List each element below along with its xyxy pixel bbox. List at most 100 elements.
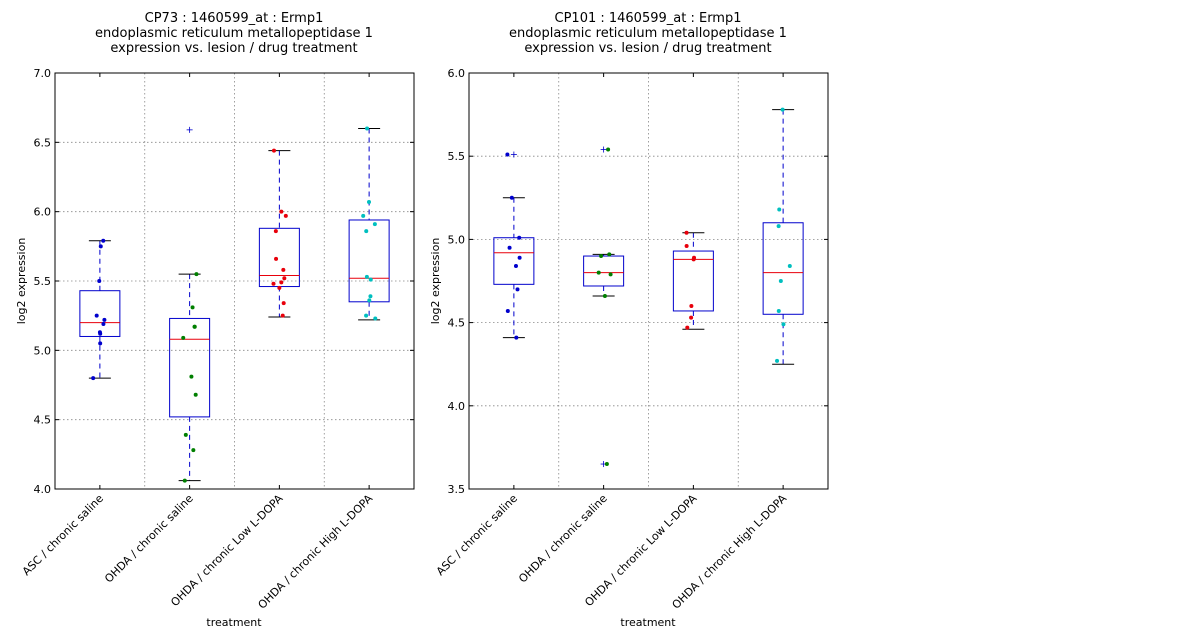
data-point <box>685 325 690 330</box>
y-tick-label: 5.0 <box>448 233 466 246</box>
data-point <box>607 252 612 257</box>
box <box>583 255 625 287</box>
data-point <box>102 317 107 322</box>
data-point <box>94 313 99 318</box>
data-point <box>189 374 194 379</box>
data-point <box>271 281 276 286</box>
data-point <box>599 254 604 259</box>
data-point <box>513 264 518 269</box>
data-point <box>101 321 106 326</box>
data-point <box>781 322 786 327</box>
data-point <box>192 324 197 329</box>
data-point <box>283 213 288 218</box>
data-point <box>509 195 514 200</box>
data-point <box>787 264 792 269</box>
data-point <box>604 462 609 467</box>
data-point <box>368 294 373 299</box>
chart-title-line-1: CP101 : 1460599_at : Ermp1 <box>555 11 742 26</box>
y-axis-label: log2 expression <box>15 238 28 325</box>
data-point <box>684 244 689 249</box>
data-point <box>282 276 287 281</box>
plot-area: 3.5 4.0 4.5 5.0 5.5 6.0 ASC / chronic salineOH… <box>434 67 829 612</box>
data-point <box>98 331 103 336</box>
box <box>493 237 535 285</box>
x-axis-label: treatment <box>620 616 676 629</box>
data-point <box>602 293 607 298</box>
data-point <box>776 308 781 313</box>
data-point <box>366 199 371 204</box>
data-point <box>776 224 781 229</box>
data-point <box>775 358 780 363</box>
y-tick-label: 5.5 <box>448 150 466 163</box>
data-point <box>364 229 369 234</box>
y-tick-label: 7.0 <box>34 67 52 80</box>
box <box>672 250 714 312</box>
y-tick-label: 6.0 <box>34 206 52 219</box>
data-point <box>274 256 279 261</box>
axes-frame <box>468 72 829 490</box>
data-point <box>277 285 282 290</box>
data-point <box>190 305 195 310</box>
data-point <box>364 274 369 279</box>
data-point <box>279 280 284 285</box>
data-point <box>780 107 785 112</box>
y-tick-label: 4.5 <box>448 317 466 330</box>
data-point <box>515 287 520 292</box>
data-point <box>281 267 286 272</box>
data-point <box>361 213 366 218</box>
data-point <box>606 147 611 152</box>
data-point <box>368 277 373 282</box>
y-axis-label: log2 expression <box>429 238 442 325</box>
data-point <box>367 298 372 303</box>
data-point <box>271 148 276 153</box>
chart-title-line-3: expression vs. lesion / drug treatment <box>110 41 357 56</box>
chart-title-line-2: endoplasmic reticulum metallopeptidase 1 <box>509 26 787 41</box>
data-point <box>684 230 689 235</box>
data-point <box>365 126 370 131</box>
data-point <box>517 255 522 260</box>
box <box>169 317 211 418</box>
data-point <box>608 272 613 277</box>
data-point <box>280 313 285 318</box>
data-point <box>517 235 522 240</box>
box <box>258 227 300 288</box>
chart-title-line-2: endoplasmic reticulum metallopeptidase 1 <box>95 26 373 41</box>
data-point <box>183 432 188 437</box>
y-tick-label: 6.0 <box>448 67 466 80</box>
data-point <box>373 316 378 321</box>
chart-panel-cp101: CP101 : 1460599_at : Ermp1 endoplasmic r… <box>429 11 829 629</box>
data-point <box>91 376 96 381</box>
chart-title-line-3: expression vs. lesion / drug treatment <box>524 41 771 56</box>
data-point <box>98 244 103 249</box>
data-point <box>191 448 196 453</box>
y-tick-label: 3.5 <box>448 483 466 496</box>
data-point <box>193 392 198 397</box>
x-tick-label: OHDA / chronic saline <box>102 492 196 586</box>
data-point <box>689 303 694 308</box>
data-point <box>777 207 782 212</box>
axes-frame <box>54 72 415 490</box>
plot-area: 4.0 4.5 5.0 5.5 6.0 6.5 7.0 ASC / chronic salin… <box>20 67 415 612</box>
y-tick-label: 4.0 <box>34 483 52 496</box>
data-point <box>372 222 377 227</box>
data-point <box>507 245 512 250</box>
data-point <box>778 279 783 283</box>
y-tick-label: 5.0 <box>34 344 52 357</box>
data-point <box>691 257 696 262</box>
data-point <box>273 229 278 234</box>
x-tick-label: OHDA / chronic saline <box>516 492 610 586</box>
y-tick-label: 6.5 <box>34 136 52 149</box>
data-point <box>596 270 601 275</box>
chart-title-line-1: CP73 : 1460599_at : Ermp1 <box>145 11 324 26</box>
data-point <box>97 279 102 283</box>
x-tick-label: ASC / chronic saline <box>20 492 106 578</box>
x-tick-label: ASC / chronic saline <box>434 492 520 578</box>
x-axis-label: treatment <box>206 616 262 629</box>
chart-panel-cp73: CP73 : 1460599_at : Ermp1 endoplasmic re… <box>15 11 415 629</box>
data-point <box>194 272 199 277</box>
data-point <box>182 478 187 483</box>
data-point <box>281 301 286 306</box>
data-point <box>514 335 519 340</box>
data-point <box>364 313 369 318</box>
